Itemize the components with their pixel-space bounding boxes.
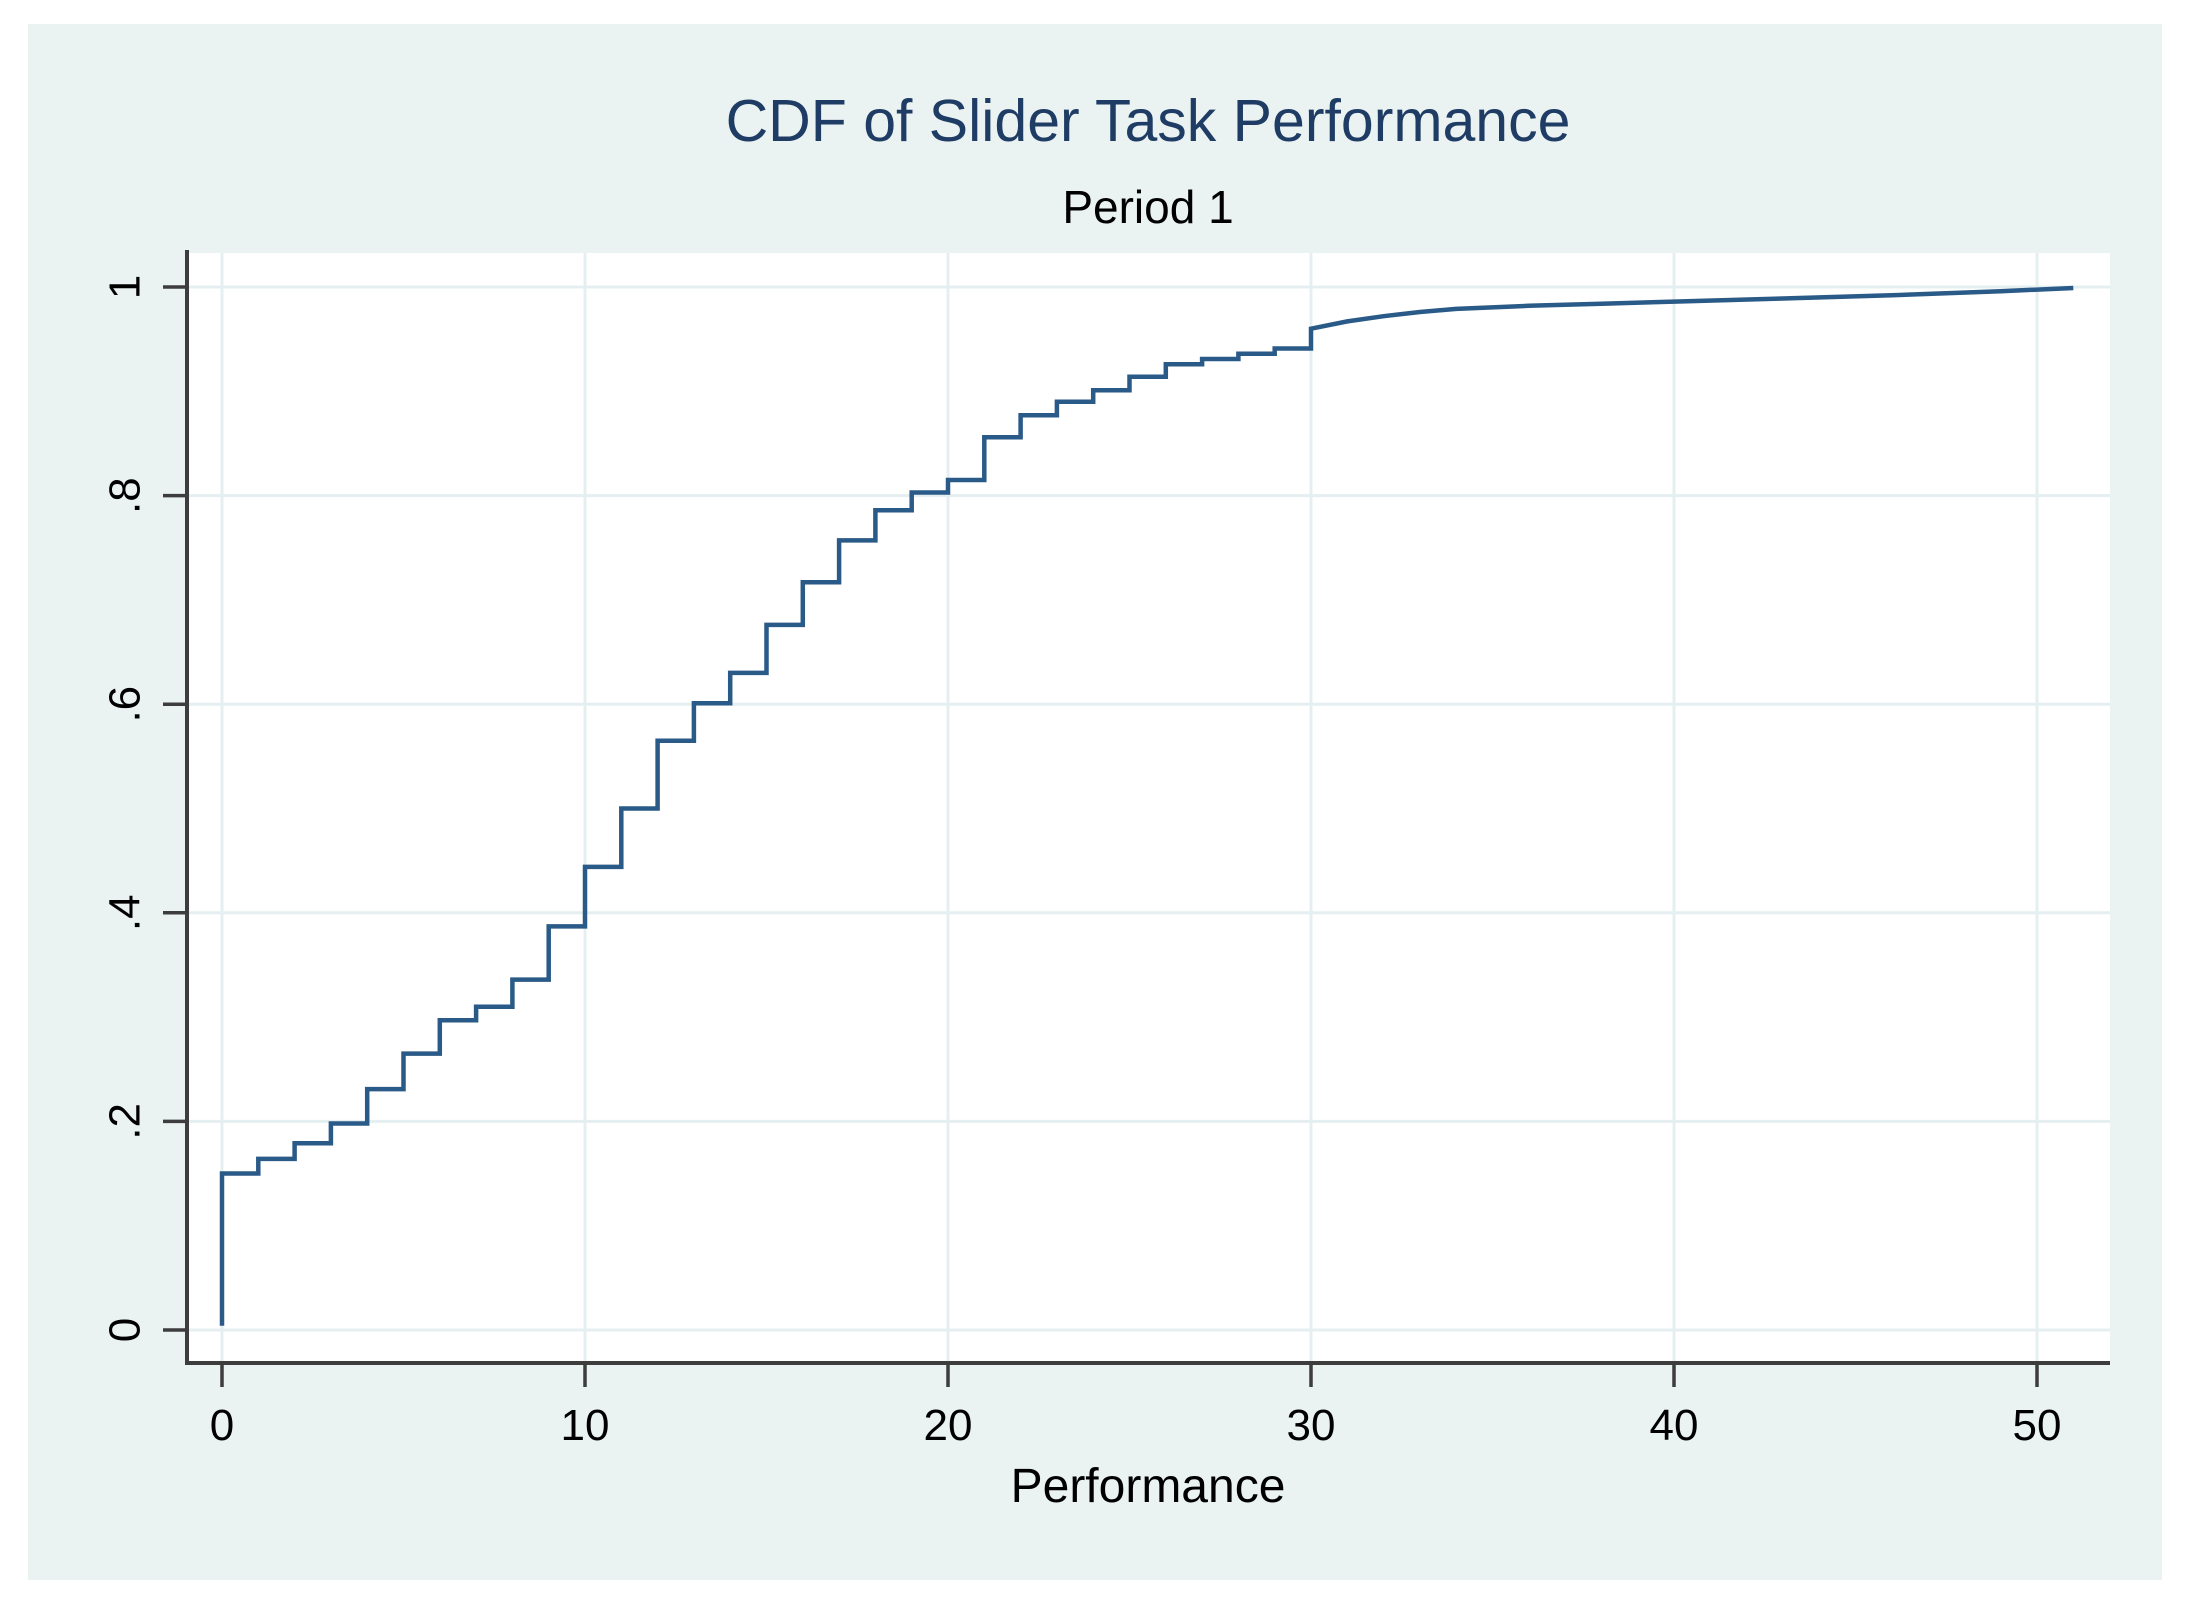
x-tick-label: 0 bbox=[210, 1401, 234, 1450]
y-tick-label: .6 bbox=[101, 686, 150, 723]
chart-title: CDF of Slider Task Performance bbox=[726, 88, 1571, 154]
tick-marks bbox=[163, 285, 2039, 1387]
gridlines bbox=[187, 253, 2110, 1363]
x-tick-label: 40 bbox=[1650, 1401, 1699, 1450]
cdf-step-line bbox=[219, 285, 2074, 1326]
tick-labels: 0 10 20 30 40 50 0 .2 .4 .6 .8 1 bbox=[101, 275, 2062, 1450]
plot-area bbox=[187, 253, 2110, 1363]
chart-subtitle: Period 1 bbox=[1062, 181, 1233, 233]
x-tick-label: 10 bbox=[561, 1401, 610, 1450]
x-axis-label: Performance bbox=[1011, 1460, 1286, 1513]
x-tick-label: 50 bbox=[2013, 1401, 2062, 1450]
y-tick-label: 1 bbox=[101, 275, 150, 299]
y-tick-label: .8 bbox=[101, 477, 150, 514]
x-tick-label: 20 bbox=[924, 1401, 973, 1450]
y-tick-label: 0 bbox=[101, 1318, 150, 1342]
axes bbox=[185, 250, 2110, 1365]
y-tick-label: .2 bbox=[101, 1103, 150, 1140]
x-tick-label: 30 bbox=[1287, 1401, 1336, 1450]
y-tick-label: .4 bbox=[101, 894, 150, 931]
